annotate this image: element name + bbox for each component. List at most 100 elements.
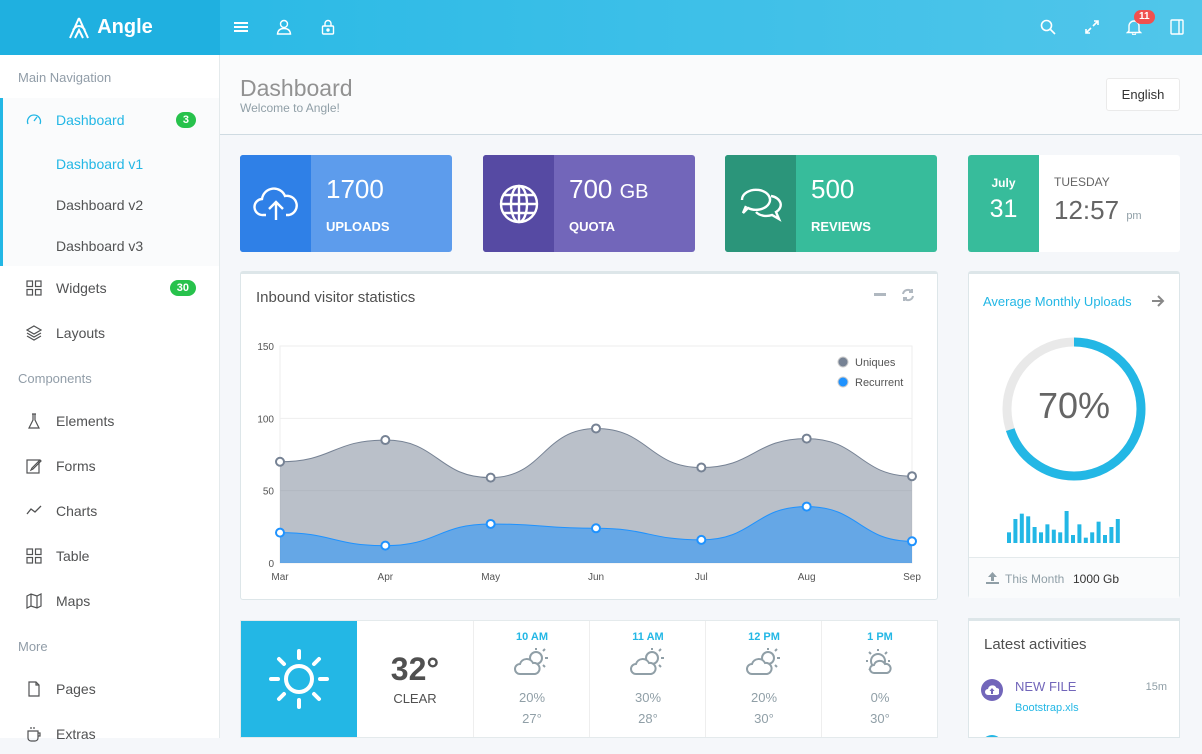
sparkline-bar [1019, 513, 1024, 543]
arrow-right-icon[interactable] [1151, 295, 1165, 307]
sparkline-bar [1083, 537, 1088, 543]
weather-sun-box [241, 621, 357, 737]
sidebar-item-table[interactable]: Table [0, 536, 219, 576]
map-icon [26, 593, 42, 609]
sidebar-item-charts[interactable]: Charts [0, 491, 219, 531]
date-time-card: July 31 TUESDAY 12:57 pm [968, 155, 1180, 252]
sparkline-bar [1071, 535, 1075, 543]
weather-panel: 32° CLEAR 10 AM 20% 27° 11 AM 30% 28° 12… [240, 620, 938, 738]
sidebar-subitem-dashboard-v2[interactable]: Dashboard v2 [56, 197, 144, 213]
forecast-hour: 10 AM 20% 27° [473, 621, 589, 737]
sparkline-bar [1064, 511, 1069, 543]
forecast-temp: 28° [638, 711, 658, 726]
current-weather: 32° CLEAR [357, 621, 473, 737]
forecast-precip: 20% [518, 690, 546, 705]
sidebar-item-label: Elements [56, 413, 115, 429]
activity-avatar [981, 679, 1003, 701]
activity-time: 15m [1145, 681, 1167, 693]
date-day: 31 [989, 195, 1018, 223]
sidebar-item-forms[interactable]: Forms [0, 446, 219, 486]
y-tick-label: 100 [257, 414, 274, 425]
hamburger-icon [234, 22, 248, 32]
fullscreen-button[interactable] [1081, 16, 1103, 38]
sparkline-bar [1090, 532, 1095, 543]
data-point [380, 435, 391, 446]
sidebar-subitem-dashboard-v3[interactable]: Dashboard v3 [56, 238, 144, 254]
comments-icon [740, 188, 782, 222]
sidebar-item-elements[interactable]: Elements [0, 401, 219, 441]
data-point [696, 534, 707, 545]
refresh-icon[interactable] [901, 288, 915, 302]
series-area-recurrent [280, 506, 912, 563]
uploads-sparkline [1007, 511, 1120, 543]
collapse-button[interactable] [874, 293, 886, 296]
brand-name: Angle [97, 16, 153, 38]
sidebar-item-pages[interactable]: Pages [0, 669, 219, 709]
date-ampm: pm [1126, 210, 1142, 222]
activity-item[interactable]: NEW FILE Bootstrap.xls 15m [969, 671, 1179, 716]
search-icon [1040, 19, 1056, 35]
sparkline-bar [1103, 535, 1107, 543]
sparkline-bar [1032, 527, 1037, 543]
sparkline-bar [1013, 519, 1018, 543]
sidebar-heading-more: More [18, 639, 48, 654]
user-button[interactable] [273, 16, 295, 38]
data-point [485, 472, 496, 483]
stat-caption: QUOTA [569, 219, 615, 234]
stat-icon-box [240, 155, 311, 252]
legend-marker [837, 356, 849, 368]
current-temp: 32° [390, 651, 440, 687]
sun-icon [269, 649, 329, 709]
forecast-precip: 20% [750, 690, 778, 705]
offsidebar-toggle-button[interactable] [1166, 16, 1188, 38]
cloud-upload-icon [252, 186, 298, 220]
sidebar-item-widgets[interactable]: Widgets 30 [0, 268, 219, 308]
sidebar-item-dashboard[interactable]: Dashboard 3 [0, 100, 219, 140]
search-button[interactable] [1037, 16, 1059, 38]
sidebar-item-label: Maps [56, 593, 91, 609]
forecast-hour: 12 PM 20% 30° [705, 621, 821, 737]
page-subtitle: Welcome to Angle! [240, 101, 340, 115]
activity-file-link[interactable]: Bootstrap.xls [1015, 702, 1079, 714]
stat-value: 500 [811, 174, 855, 204]
sparkline-bar [1026, 516, 1031, 543]
sidebar-subitem-dashboard-v1[interactable]: Dashboard v1 [56, 156, 144, 172]
uploads-panel: Average Monthly Uploads 70% This Month 1… [968, 271, 1180, 598]
y-tick-label: 150 [257, 342, 274, 353]
dashboard-badge: 3 [175, 112, 196, 128]
stat-caption: REVIEWS [811, 219, 871, 234]
sparkline-bar [1115, 519, 1120, 543]
sparkline-bar [1096, 521, 1101, 543]
forecast-hour: 1 PM 0% 30° [821, 621, 937, 737]
data-point [591, 523, 601, 534]
sparkline-bar [1045, 524, 1050, 543]
stat-icon-box [725, 155, 796, 252]
data-point [275, 456, 285, 467]
sidebar-item-maps[interactable]: Maps [0, 581, 219, 621]
activity-title: NEW FILE [1015, 679, 1077, 694]
lock-button[interactable] [317, 16, 339, 38]
percent-gauge [1002, 337, 1146, 481]
language-select-button[interactable]: English [1106, 78, 1180, 111]
content-heading: Dashboard Welcome to Angle! English [220, 55, 1202, 135]
date-weekday: TUESDAY [1054, 175, 1110, 189]
cup-icon [27, 727, 41, 742]
activity-avatar [981, 735, 1003, 737]
note-edit-icon [26, 459, 42, 474]
stat-unit: GB [619, 181, 649, 203]
forecast-time: 1 PM [867, 631, 893, 643]
uploads-footer: This Month 1000 Gb [969, 557, 1179, 598]
sidebar: Main Navigation Dashboard 3 Dashboard v1… [0, 55, 220, 742]
menu-toggle-button[interactable] [230, 16, 252, 38]
sidebar-item-layouts[interactable]: Layouts [0, 313, 219, 353]
forecast-time: 11 AM [632, 631, 664, 643]
x-tick-label: Jun [588, 572, 604, 583]
forecast-temp: 27° [522, 711, 542, 726]
brand-logo[interactable]: Angle [0, 0, 220, 55]
current-condition: CLEAR [393, 691, 437, 706]
stat-card-reviews: 500 REVIEWS [725, 155, 937, 252]
x-tick-label: Aug [798, 572, 816, 583]
grid-icon [26, 280, 42, 296]
layers-icon [26, 325, 42, 341]
sidebar-item-extras[interactable]: Extras [0, 714, 219, 754]
